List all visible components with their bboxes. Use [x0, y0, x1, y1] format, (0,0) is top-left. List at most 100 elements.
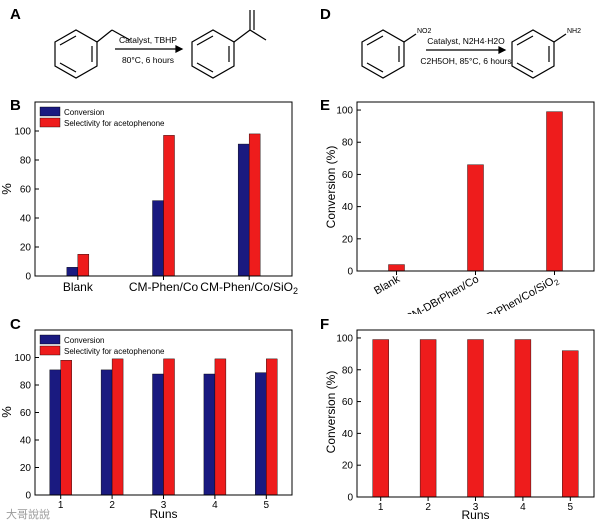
xtick-label-b-1: Blank	[63, 280, 94, 294]
ytick-label-f-3: 40	[342, 429, 354, 440]
bar-c-series2-2	[111, 358, 124, 496]
chart-b-bars	[66, 133, 261, 277]
panel-label-c: C	[10, 316, 21, 333]
nitro-bond	[403, 33, 417, 43]
xtick-label-c-1: 1	[58, 500, 64, 511]
bar-c-series2-4	[214, 358, 227, 496]
ytick-label-c-4: 60	[20, 408, 32, 419]
xtick-label-b-2: CM-Phen/Co	[129, 280, 199, 294]
chart-b: 0 20 40 60 80 100 Blank CM-Phen/Co CM-Phen/Co/Si…	[0, 101, 298, 296]
xtick-label-b-3: CM-Phen/Co/SiO2	[200, 280, 298, 296]
chart-c: 0 20 40 60 80 100 1 2 3 4 5% Runs Conversion Selectiv…	[0, 329, 293, 521]
xtick-label-e-1: Blank	[372, 273, 402, 297]
bar-f-series1-2	[419, 339, 437, 498]
ethyl-bond-2	[111, 29, 131, 41]
xtick-label-f-2: 2	[425, 502, 431, 513]
xlabel-c: Runs	[149, 507, 177, 521]
methyl-bond	[249, 29, 267, 41]
ytick-label-e-4: 60	[342, 170, 354, 181]
ytick-label-f-1: 0	[347, 493, 353, 504]
ytick-label-f-4: 60	[342, 397, 354, 408]
bar-c-series1-1	[49, 369, 61, 496]
xtick-label-c-3: 3	[161, 500, 167, 511]
bar-c-series2-1	[60, 360, 72, 496]
chart-b-labels: 0 20 40 60 80 100 Blank CM-Phen/Co CM-Phen/Co/Si…	[0, 106, 298, 296]
chart-f-labels: 0 20 40 60 80 100 1 2 3 4 5 Conversion (%) Runs	[324, 333, 574, 522]
chart-b-axes	[34, 101, 293, 280]
xlabel-f: Runs	[461, 508, 489, 522]
bar-e-series1-3	[546, 111, 563, 272]
legend-label-b-1: Conversion	[64, 108, 104, 117]
ytick-label-e-5: 80	[342, 138, 354, 149]
xtick-label-f-1: 1	[378, 502, 384, 513]
legend-label-c-1: Conversion	[64, 336, 104, 345]
xtick-label-f-4: 4	[520, 502, 526, 513]
bar-c-series2-3	[163, 358, 175, 496]
ytick-label-e-3: 40	[342, 202, 354, 213]
xtick-label-f-5: 5	[568, 502, 574, 513]
panel-label-a: A	[10, 6, 21, 23]
reagent-text-a-top: Catalyst, TBHP	[119, 35, 177, 45]
bar-c-series1-5	[255, 372, 267, 496]
legend-label-b-2: Selectivity for acetophenone	[64, 119, 165, 128]
ytick-label-e-6: 100	[336, 106, 353, 117]
panel-label-b: B	[10, 97, 21, 114]
ytick-label-b-6: 100	[14, 127, 31, 138]
bar-f-series1-4	[514, 339, 532, 498]
chart-c-labels: 0 20 40 60 80 100 1 2 3 4 5% Runs Conversion Selectiv…	[0, 334, 270, 521]
ytick-label-b-1: 0	[25, 272, 31, 283]
benzene-ring-right	[191, 29, 235, 79]
panel-label-d: D	[320, 6, 331, 23]
bar-b-series2-1	[77, 254, 90, 277]
ylabel-e: Conversion (%)	[324, 146, 338, 229]
benzene-ring-left	[54, 29, 98, 79]
reagent-text-d-top: Catalyst, N2H4·H2O	[427, 36, 505, 46]
ytick-label-c-6: 100	[14, 353, 31, 364]
legend-label-c-2: Selectivity for acetophenone	[64, 347, 165, 356]
chart-e-axes	[356, 101, 595, 275]
bar-f-series1-3	[467, 339, 484, 498]
benzene-ring-nitro	[361, 29, 405, 79]
bar-c-series1-4	[203, 373, 216, 496]
ethyl-bond-1	[96, 29, 113, 43]
bar-b-series1-2	[152, 200, 164, 277]
bar-f-series1-1	[372, 339, 389, 498]
chart-c-bars	[49, 358, 278, 496]
amine-group-label: NH2	[567, 28, 581, 35]
xtick-label-e-2: CM-DBrPhen/Co	[404, 273, 481, 314]
ylabel-f: Conversion (%)	[324, 371, 338, 454]
ytick-label-b-3: 40	[20, 214, 32, 225]
bar-e-series1-1	[388, 264, 405, 272]
ylabel-c: %	[0, 406, 14, 418]
chart-e-bars	[388, 111, 563, 272]
legend-swatch-b-2	[39, 117, 61, 128]
ytick-label-c-3: 40	[20, 436, 32, 447]
panel-label-e: E	[320, 97, 331, 114]
legend-swatch-b-1	[39, 106, 61, 117]
bar-f-series1-5	[562, 350, 579, 498]
bar-c-series2-5	[266, 358, 278, 496]
ytick-label-b-5: 80	[20, 156, 32, 167]
benzene-ring-amine	[511, 29, 555, 79]
reagent-text-a-bottom: 80°C, 6 hours	[122, 55, 174, 65]
ytick-label-e-1: 0	[347, 267, 353, 278]
scheme-d: NO2 NH2 Catalyst, N2H4·H2O C2H5OH, 85°C,…	[361, 28, 581, 79]
ytick-label-c-5: 80	[20, 381, 32, 392]
ytick-label-f-6: 100	[336, 333, 353, 344]
bar-b-series2-3	[248, 133, 261, 277]
ytick-label-f-5: 80	[342, 365, 354, 376]
xtick-label-f-3: 3	[473, 502, 479, 513]
bar-b-series1-3	[237, 143, 250, 277]
chart-f: 0 20 40 60 80 100 1 2 3 4 5 Conversion (%) Runs	[324, 329, 595, 522]
xtick-label-c-5: 5	[264, 500, 270, 511]
legend-swatch-c-1	[39, 334, 61, 345]
chart-f-bars	[372, 339, 579, 498]
bar-b-series1-1	[66, 267, 79, 277]
panel-label-f: F	[320, 316, 330, 333]
watermark: 大哥說說	[6, 509, 50, 521]
xtick-label-c-4: 4	[212, 500, 218, 511]
reagent-text-d-bottom: C2H5OH, 85°C, 6 hours	[420, 56, 511, 66]
